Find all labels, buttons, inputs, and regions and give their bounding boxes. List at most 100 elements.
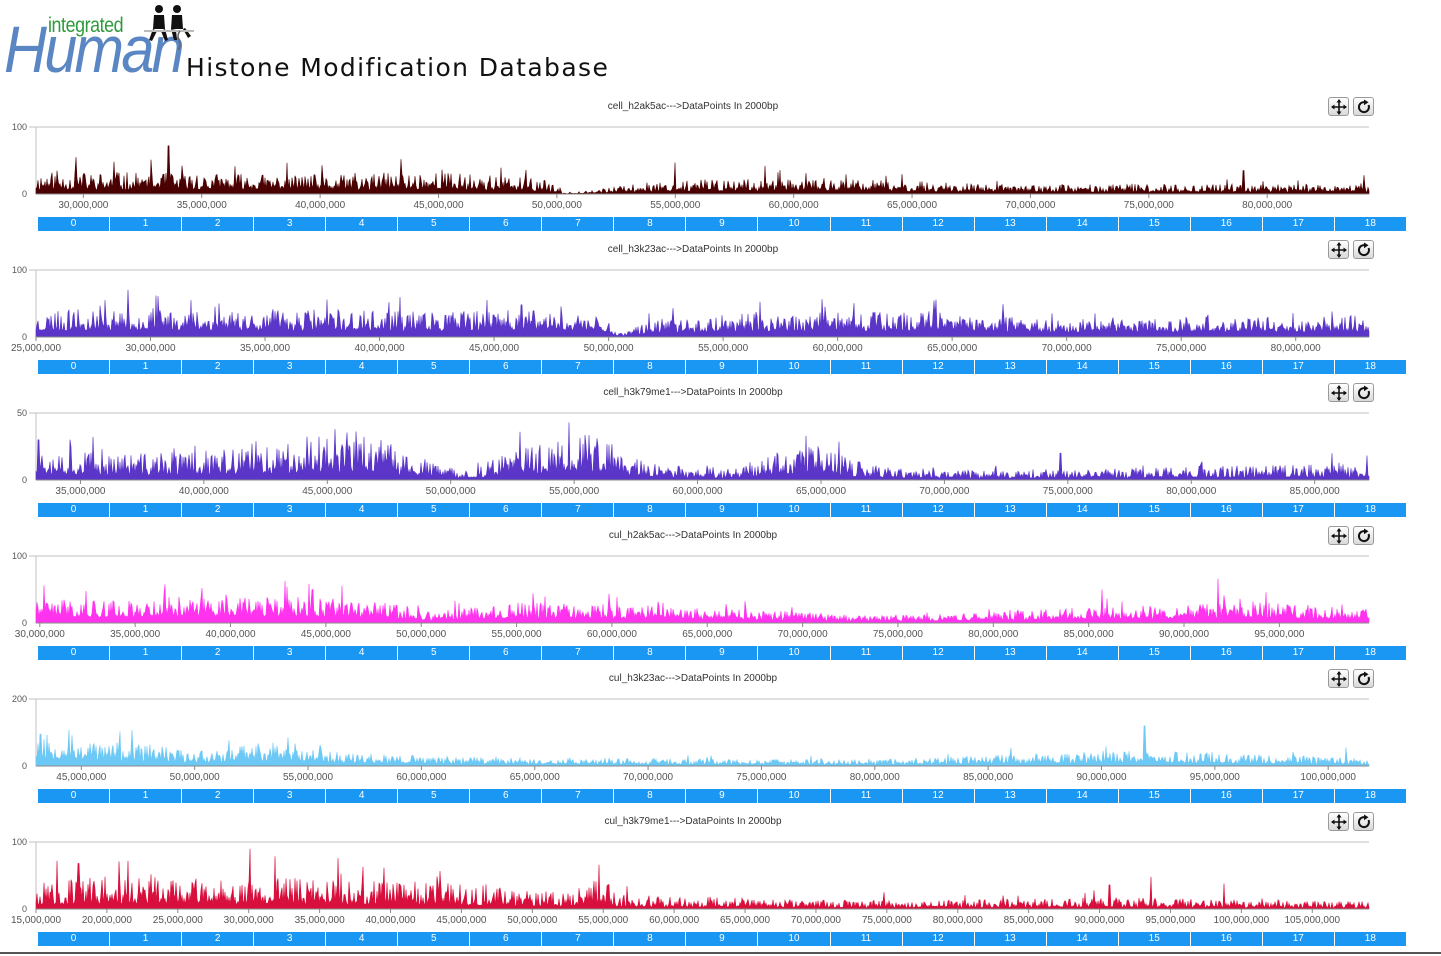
reset-zoom-button[interactable] — [1353, 526, 1374, 545]
segment-button[interactable]: 7 — [542, 789, 615, 803]
segment-button[interactable]: 16 — [1191, 503, 1263, 517]
segment-button[interactable]: 17 — [1263, 932, 1335, 946]
segment-button[interactable]: 5 — [398, 646, 471, 660]
segment-button[interactable]: 1 — [110, 217, 183, 231]
segment-button[interactable]: 4 — [326, 932, 399, 946]
segment-button[interactable]: 1 — [110, 360, 183, 374]
reset-zoom-button[interactable] — [1353, 669, 1374, 688]
segment-button[interactable]: 13 — [975, 217, 1047, 231]
chart-plot[interactable]: 200 0 45,000,000 50,000,000 55,000,000 60,000… — [0, 669, 1441, 787]
segment-button[interactable]: 6 — [470, 503, 543, 517]
segment-button[interactable]: 3 — [254, 503, 327, 517]
segment-button[interactable]: 3 — [254, 789, 327, 803]
segment-button[interactable]: 10 — [758, 646, 831, 660]
segment-button[interactable]: 1 — [110, 789, 183, 803]
segment-button[interactable]: 6 — [470, 932, 543, 946]
segment-button[interactable]: 15 — [1119, 360, 1191, 374]
reset-zoom-button[interactable] — [1353, 812, 1374, 831]
segment-button[interactable]: 18 — [1364, 361, 1376, 372]
segment-button[interactable]: 0 — [38, 360, 111, 374]
segment-button[interactable]: 2 — [182, 789, 255, 803]
segment-button[interactable]: 5 — [398, 360, 471, 374]
pan-button[interactable] — [1328, 669, 1349, 688]
pan-button[interactable] — [1328, 383, 1349, 402]
segment-button[interactable]: 18 — [1364, 933, 1376, 944]
segment-button[interactable]: 17 — [1263, 360, 1335, 374]
segment-button[interactable]: 17 — [1263, 217, 1335, 231]
segment-button[interactable]: 3 — [254, 646, 327, 660]
segment-button[interactable]: 12 — [903, 503, 975, 517]
segment-button[interactable]: 0 — [38, 932, 111, 946]
segment-button[interactable]: 15 — [1119, 503, 1191, 517]
segment-button[interactable]: 18 — [1364, 647, 1376, 658]
segment-button[interactable]: 0 — [38, 646, 111, 660]
segment-button[interactable]: 11 — [831, 217, 903, 231]
pan-button[interactable] — [1328, 812, 1349, 831]
pan-button[interactable] — [1328, 240, 1349, 259]
segment-button[interactable]: 16 — [1191, 646, 1263, 660]
segment-button[interactable]: 10 — [758, 789, 831, 803]
segment-button[interactable]: 7 — [542, 932, 615, 946]
segment-button[interactable]: 4 — [326, 360, 399, 374]
segment-button[interactable]: 8 — [614, 646, 687, 660]
segment-button[interactable]: 0 — [38, 789, 111, 803]
segment-button[interactable]: 10 — [758, 503, 831, 517]
segment-button[interactable]: 3 — [254, 217, 327, 231]
segment-button[interactable]: 5 — [398, 789, 471, 803]
segment-button[interactable]: 6 — [470, 217, 543, 231]
segment-button[interactable]: 12 — [903, 217, 975, 231]
segment-button[interactable]: 7 — [542, 360, 615, 374]
segment-button[interactable]: 0 — [38, 217, 111, 231]
segment-button[interactable]: 6 — [470, 360, 543, 374]
segment-button[interactable]: 14 — [1047, 646, 1119, 660]
segment-button[interactable]: 2 — [182, 503, 255, 517]
segment-button[interactable]: 16 — [1191, 789, 1263, 803]
segment-button[interactable]: 11 — [831, 932, 903, 946]
segment-button[interactable]: 9 — [686, 217, 759, 231]
segment-button[interactable]: 15 — [1119, 932, 1191, 946]
reset-zoom-button[interactable] — [1353, 240, 1374, 259]
segment-button[interactable]: 18 — [1364, 218, 1376, 229]
segment-button[interactable]: 2 — [182, 932, 255, 946]
segment-button[interactable]: 13 — [975, 789, 1047, 803]
segment-button[interactable]: 12 — [903, 932, 975, 946]
integrated-human-logo[interactable]: Human integrated — [2, 2, 202, 88]
segment-button[interactable]: 10 — [758, 360, 831, 374]
chart-plot[interactable]: 100 015,000,000 20,000,000 25,000,000 30,000… — [0, 812, 1441, 930]
segment-button[interactable]: 1 — [110, 503, 183, 517]
segment-button[interactable]: 2 — [182, 217, 255, 231]
segment-button[interactable]: 6 — [470, 789, 543, 803]
segment-button[interactable]: 4 — [326, 789, 399, 803]
segment-button[interactable]: 16 — [1191, 217, 1263, 231]
segment-button[interactable]: 16 — [1191, 360, 1263, 374]
segment-button[interactable]: 2 — [182, 360, 255, 374]
segment-button[interactable]: 14 — [1047, 360, 1119, 374]
segment-button[interactable]: 9 — [686, 360, 759, 374]
segment-button[interactable]: 13 — [975, 932, 1047, 946]
segment-button[interactable]: 7 — [542, 503, 615, 517]
segment-button[interactable]: 13 — [975, 503, 1047, 517]
segment-button[interactable]: 15 — [1119, 217, 1191, 231]
segment-button[interactable]: 11 — [831, 646, 903, 660]
segment-button[interactable]: 15 — [1119, 789, 1191, 803]
segment-button[interactable]: 2 — [182, 646, 255, 660]
segment-button[interactable]: 11 — [831, 360, 903, 374]
segment-button[interactable]: 10 — [758, 932, 831, 946]
segment-button[interactable]: 8 — [614, 789, 687, 803]
segment-button[interactable]: 5 — [398, 503, 471, 517]
segment-button[interactable]: 18 — [1364, 790, 1376, 801]
segment-button[interactable]: 4 — [326, 217, 399, 231]
segment-button[interactable]: 9 — [686, 932, 759, 946]
segment-button[interactable]: 5 — [398, 217, 471, 231]
segment-button[interactable]: 7 — [542, 646, 615, 660]
segment-button[interactable]: 13 — [975, 360, 1047, 374]
segment-button[interactable]: 16 — [1191, 932, 1263, 946]
segment-button[interactable]: 4 — [326, 646, 399, 660]
segment-button[interactable]: 3 — [254, 932, 327, 946]
reset-zoom-button[interactable] — [1353, 97, 1374, 116]
pan-button[interactable] — [1328, 526, 1349, 545]
segment-button[interactable]: 1 — [110, 932, 183, 946]
segment-button[interactable]: 15 — [1119, 646, 1191, 660]
